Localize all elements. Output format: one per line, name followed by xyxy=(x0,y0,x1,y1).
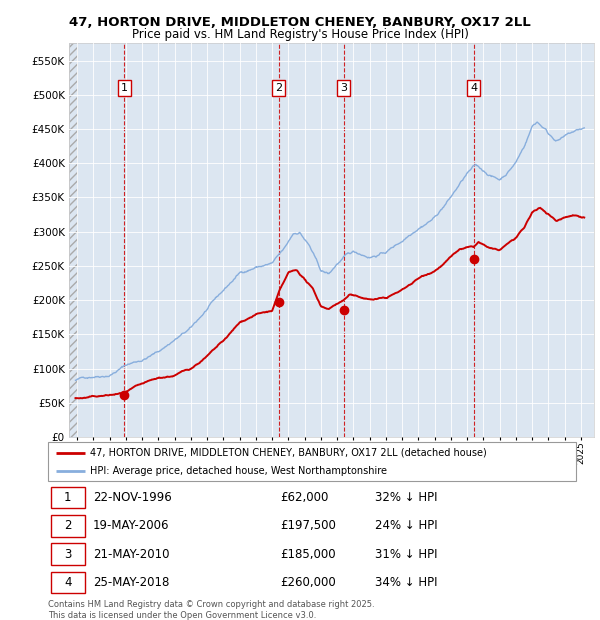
Text: 47, HORTON DRIVE, MIDDLETON CHENEY, BANBURY, OX17 2LL: 47, HORTON DRIVE, MIDDLETON CHENEY, BANB… xyxy=(69,16,531,29)
Text: 3: 3 xyxy=(340,83,347,93)
Text: £260,000: £260,000 xyxy=(280,576,336,589)
FancyBboxPatch shape xyxy=(48,442,576,481)
Text: 25-MAY-2018: 25-MAY-2018 xyxy=(93,576,169,589)
Text: Price paid vs. HM Land Registry's House Price Index (HPI): Price paid vs. HM Land Registry's House … xyxy=(131,28,469,41)
Text: 47, HORTON DRIVE, MIDDLETON CHENEY, BANBURY, OX17 2LL (detached house): 47, HORTON DRIVE, MIDDLETON CHENEY, BANB… xyxy=(90,448,487,458)
FancyBboxPatch shape xyxy=(50,487,85,508)
Text: 4: 4 xyxy=(64,576,71,589)
Text: £185,000: £185,000 xyxy=(280,547,336,560)
Text: 34% ↓ HPI: 34% ↓ HPI xyxy=(376,576,438,589)
Text: 31% ↓ HPI: 31% ↓ HPI xyxy=(376,547,438,560)
FancyBboxPatch shape xyxy=(50,572,85,593)
Text: 22-NOV-1996: 22-NOV-1996 xyxy=(93,491,172,504)
Text: 3: 3 xyxy=(64,547,71,560)
Text: 2: 2 xyxy=(275,83,282,93)
Text: 24% ↓ HPI: 24% ↓ HPI xyxy=(376,520,438,533)
Text: 32% ↓ HPI: 32% ↓ HPI xyxy=(376,491,438,504)
Text: 2: 2 xyxy=(64,520,71,533)
Text: £62,000: £62,000 xyxy=(280,491,329,504)
Text: 4: 4 xyxy=(470,83,477,93)
Text: Contains HM Land Registry data © Crown copyright and database right 2025.
This d: Contains HM Land Registry data © Crown c… xyxy=(48,600,374,619)
FancyBboxPatch shape xyxy=(50,515,85,537)
Bar xyxy=(69,43,77,437)
Text: 1: 1 xyxy=(121,83,128,93)
Text: 19-MAY-2006: 19-MAY-2006 xyxy=(93,520,169,533)
FancyBboxPatch shape xyxy=(50,543,85,565)
Text: 21-MAY-2010: 21-MAY-2010 xyxy=(93,547,169,560)
Text: HPI: Average price, detached house, West Northamptonshire: HPI: Average price, detached house, West… xyxy=(90,466,387,476)
Text: £197,500: £197,500 xyxy=(280,520,336,533)
Text: 1: 1 xyxy=(64,491,71,504)
